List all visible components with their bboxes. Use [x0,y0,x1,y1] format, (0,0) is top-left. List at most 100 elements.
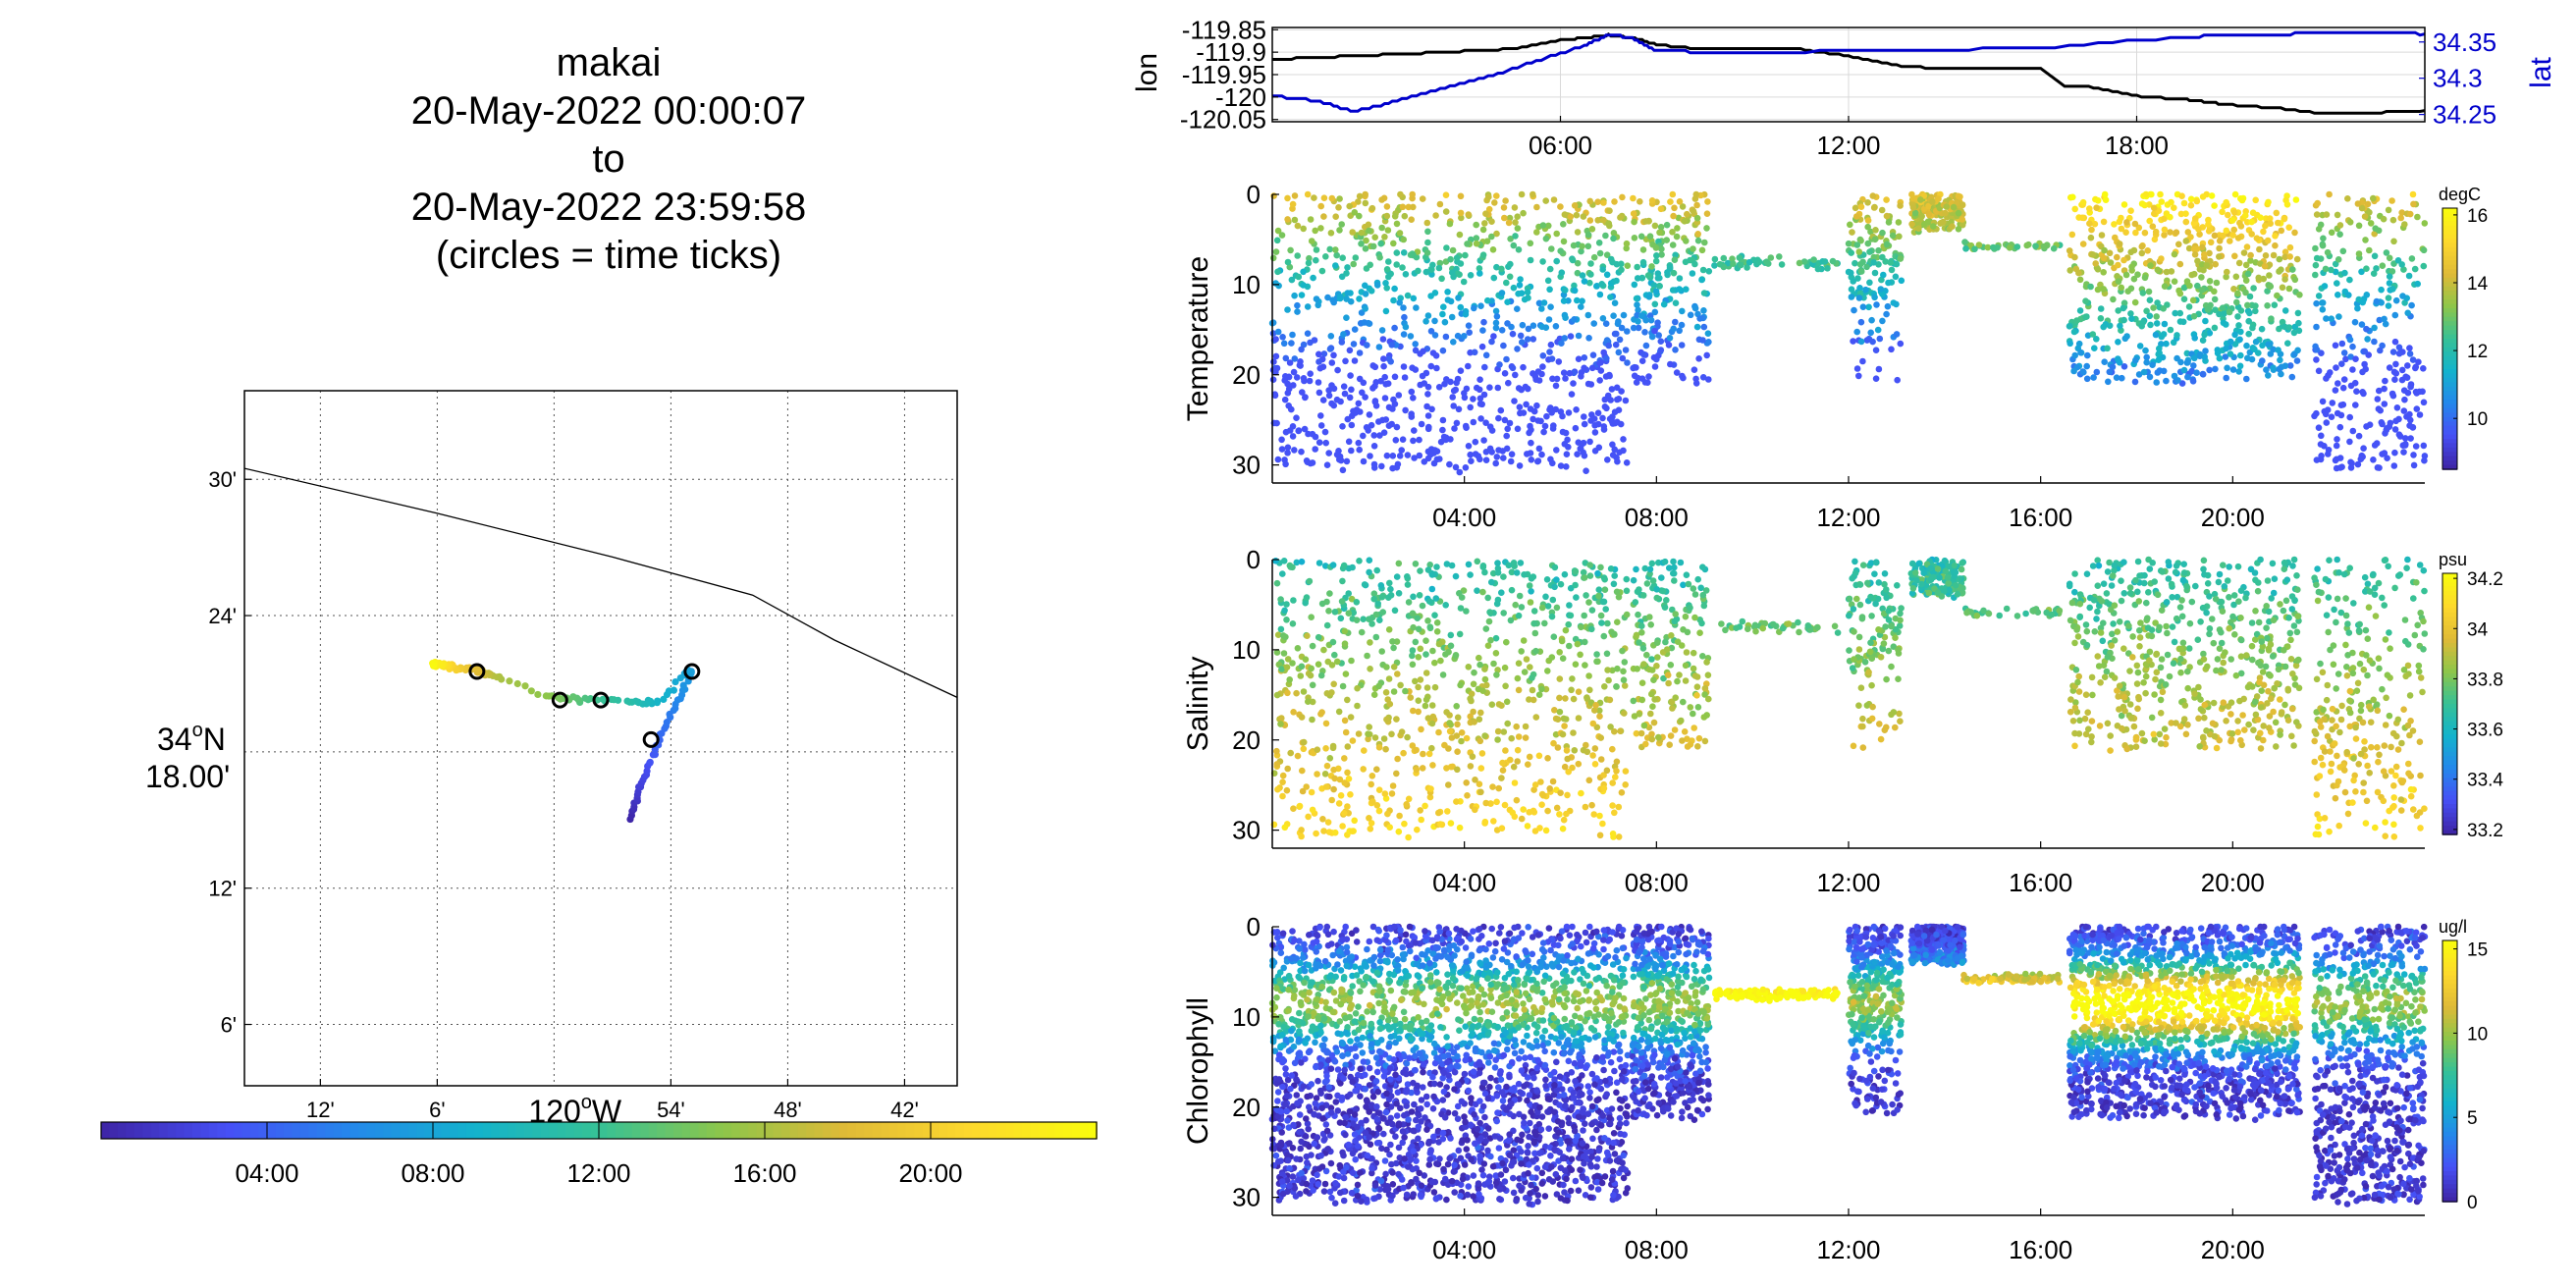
scatter-point [2284,687,2292,694]
scatter-point [2224,577,2231,584]
scatter-point [1590,320,1597,327]
scatter-point [1295,273,1303,281]
scatter-point [2083,375,2091,383]
scatter-point [1306,377,1314,385]
track-point [671,677,679,686]
scatter-point [1437,438,1445,446]
scatter-point [2348,459,2355,467]
scatter-point [2395,344,2403,351]
scatter-point [1670,325,1677,333]
time-colorbar-segment [823,1122,832,1139]
scatter-point [1515,290,1522,297]
scatter-point [1445,781,1452,788]
scatter-point [1280,340,1288,348]
scatter-point [2082,621,2090,628]
scatter-point [1518,190,1526,198]
time-colorbar-segment [1021,1122,1032,1139]
scatter-point [2391,376,2398,384]
scatter-point [2272,233,2279,240]
scatter-point [2227,338,2234,346]
scatter-point [2105,378,2112,386]
scatter-point [1274,785,1281,793]
scatter-point [1681,728,1689,735]
scatter-point [2339,384,2347,392]
scatter-point [2088,718,2096,724]
scatter-point [1530,190,1536,198]
time-colorbar-segment [325,1122,335,1139]
scatter-point [2346,219,2354,226]
scatter-point [1623,459,1631,466]
scatter-point [2070,328,2078,336]
scatter-point [2392,360,2399,368]
scatter-point [2274,292,2281,299]
scatter-point [1611,299,1619,307]
scatter-point [1607,724,1614,730]
scatter-point [1542,197,1549,204]
scatter-point [1456,824,1464,832]
scatter-point [1911,569,1919,576]
scatter-point [2328,229,2335,237]
scatter-point [1578,247,1584,255]
scatter-point [1870,259,1877,266]
scatter-point [2412,364,2419,372]
scatter-point [1384,810,1391,818]
scatter-point [1547,341,1555,349]
scatter-point [1879,229,1886,237]
scatter-point [1514,674,1522,682]
scatter-point [2284,340,2291,348]
time-colorbar-segment [342,1122,351,1139]
scatter-point [1671,577,1678,584]
time-colorbar-segment [839,1122,849,1139]
scatter-point [2362,237,2369,243]
scatter-point [2360,390,2367,398]
scatter-point [1502,682,1509,690]
scatter-point [1640,722,1648,729]
scatter-point [1601,396,1609,403]
lonlat-y-left-tick-label: -120.05 [1180,105,1266,134]
scatter-point [2397,214,2404,222]
scatter-point [1868,681,1875,689]
scatter-point [2221,310,2227,317]
scatter-point [1363,424,1370,431]
scatter-point [1431,659,1438,667]
scatter-point [2288,732,2295,740]
scatter-point [1428,271,1435,278]
scatter-point [1328,359,1336,366]
scatter-point [1590,253,1598,261]
scatter-point [2093,616,2100,622]
scatter-point [2211,288,2218,295]
scatter-point [2150,304,2157,311]
title-line-end: 20-May-2022 23:59:58 [410,186,807,229]
scatter-point [2094,197,2102,204]
scatter-point [1884,302,1892,310]
scatter-point [1361,319,1368,326]
scatter-point [1500,610,1507,617]
scatter-point [1304,330,1312,338]
scatter-point [1920,221,1928,228]
scatter-point [1691,614,1698,621]
scatter-point [1847,221,1853,229]
scatter-point [2171,204,2177,211]
scatter-point [1476,395,1484,402]
scatter-point [1308,614,1315,620]
scatter-point [2252,576,2259,584]
scatter-point [1670,569,1677,577]
scatter-point [1929,198,1936,205]
scatter-point [1691,260,1698,268]
scatter-point [1699,564,1706,570]
scatter-point [1290,709,1297,716]
scatter-point [1539,222,1547,229]
scatter-point [1548,355,1556,362]
scatter-point [1447,255,1454,263]
scatter-point [2420,246,2428,254]
scatter-point [1575,439,1583,447]
scatter-point [2231,252,2238,260]
scatter-point [1654,654,1661,661]
scatter-point [1329,562,1337,568]
scatter-point [2374,464,2382,471]
scatter-point [2360,445,2367,453]
scatter-point [1548,613,1556,620]
scatter-point [1488,218,1495,225]
scatter-point [1366,557,1373,564]
scatter-point [1472,777,1478,783]
